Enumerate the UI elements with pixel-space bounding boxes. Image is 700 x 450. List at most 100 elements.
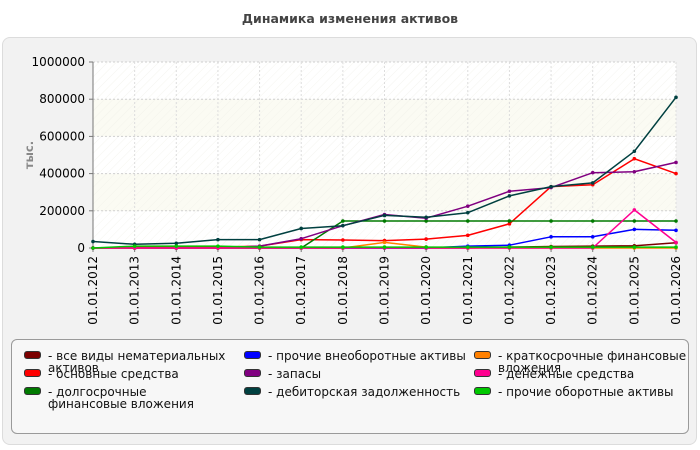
data-point xyxy=(507,245,512,249)
data-point xyxy=(465,210,470,215)
data-point xyxy=(299,236,304,241)
data-point xyxy=(257,237,262,242)
y-tick-label: 0 xyxy=(77,241,85,255)
data-point xyxy=(299,226,304,231)
data-point xyxy=(632,169,637,174)
data-point xyxy=(674,245,678,249)
x-tick-label: 01.01.2019 xyxy=(378,256,392,325)
y-tick-label: 400000 xyxy=(39,167,85,181)
legend-label: - все виды нематериальных активов xyxy=(48,349,226,375)
legend-label: - запасы xyxy=(268,367,322,381)
data-point xyxy=(424,219,428,223)
data-point xyxy=(341,219,345,223)
data-point xyxy=(341,245,345,249)
data-point xyxy=(674,160,678,165)
x-tick-label: 01.01.2020 xyxy=(419,256,433,325)
data-point xyxy=(424,245,428,249)
legend-label: - прочие внеоборотные активы xyxy=(268,349,466,363)
data-point xyxy=(674,228,678,233)
y-tick-label: 800000 xyxy=(39,92,85,106)
data-point xyxy=(590,245,595,249)
data-point xyxy=(91,246,95,250)
data-point xyxy=(632,245,637,249)
legend-label: - прочие оборотные активы xyxy=(498,385,674,399)
data-point xyxy=(507,219,512,223)
data-point xyxy=(465,204,470,208)
legend-swatch xyxy=(474,351,491,359)
legend-swatch xyxy=(24,387,41,395)
x-tick-label: 01.01.2017 xyxy=(294,256,308,325)
data-point xyxy=(549,235,553,239)
data-point xyxy=(465,245,470,249)
legend-swatch xyxy=(24,351,41,359)
legend-label: - денежные средства xyxy=(498,367,635,381)
data-point xyxy=(174,241,179,246)
data-point xyxy=(507,222,512,226)
data-point xyxy=(632,208,637,212)
legend-label: - краткосрочные финансовые вложения xyxy=(498,349,687,375)
legend-label: - долгосрочные финансовые вложения xyxy=(48,385,194,411)
data-point xyxy=(424,237,428,241)
data-point xyxy=(132,244,137,248)
x-tick-label: 01.01.2015 xyxy=(211,256,225,325)
data-point xyxy=(632,227,637,232)
data-point xyxy=(341,223,345,228)
legend-label: - основные средства xyxy=(48,367,179,381)
data-point xyxy=(257,245,262,249)
data-point xyxy=(299,245,304,249)
chart-title: Динамика изменения активов xyxy=(241,11,459,26)
legend-swatch xyxy=(244,387,261,395)
x-tick-label: 01.01.2025 xyxy=(627,256,641,325)
data-point xyxy=(549,184,553,189)
data-point xyxy=(674,171,678,176)
data-point xyxy=(632,219,637,223)
legend: - все виды нематериальных активов - основ… xyxy=(11,339,689,434)
data-point xyxy=(549,219,553,223)
data-point xyxy=(674,240,678,245)
y-tick-label: 600000 xyxy=(39,129,85,143)
data-point xyxy=(424,215,428,220)
data-point xyxy=(465,219,470,223)
x-tick-label: 01.01.2013 xyxy=(128,256,142,325)
legend-swatch xyxy=(474,387,491,395)
data-point xyxy=(674,95,678,100)
data-point xyxy=(382,213,387,218)
data-point xyxy=(590,219,595,223)
x-tick-label: 01.01.2024 xyxy=(586,256,600,325)
x-tick-label: 01.01.2016 xyxy=(253,256,267,325)
x-tick-label: 01.01.2021 xyxy=(461,256,475,325)
x-tick-label: 01.01.2023 xyxy=(544,256,558,325)
legend-swatch xyxy=(24,369,41,377)
data-point xyxy=(216,237,220,242)
data-point xyxy=(507,189,512,194)
data-point xyxy=(549,245,553,249)
legend-swatch xyxy=(244,351,261,359)
x-tick-label: 01.01.2012 xyxy=(86,256,100,325)
y-axis-label: тыс. xyxy=(22,141,36,169)
x-tick-label: 01.01.2014 xyxy=(169,256,183,325)
data-point xyxy=(91,239,95,244)
data-point xyxy=(174,244,179,248)
data-point xyxy=(382,240,387,245)
data-point xyxy=(216,244,220,248)
data-point xyxy=(674,219,678,223)
data-point xyxy=(590,181,595,185)
data-point xyxy=(507,194,512,198)
data-point xyxy=(632,149,637,154)
legend-label: - дебиторская задолженность xyxy=(268,385,461,399)
x-tick-label: 01.01.2018 xyxy=(336,256,350,325)
legend-swatch xyxy=(244,369,261,377)
data-point xyxy=(341,238,345,242)
y-tick-label: 1000000 xyxy=(32,55,85,69)
data-point xyxy=(632,156,637,161)
x-tick-label: 01.01.2026 xyxy=(669,256,683,325)
x-tick-label: 01.01.2022 xyxy=(502,256,516,325)
data-point xyxy=(382,245,387,249)
data-point xyxy=(465,233,470,238)
y-tick-label: 200000 xyxy=(39,204,85,218)
data-point xyxy=(590,170,595,175)
legend-swatch xyxy=(474,369,491,377)
data-point xyxy=(590,235,595,239)
data-point xyxy=(382,219,387,223)
